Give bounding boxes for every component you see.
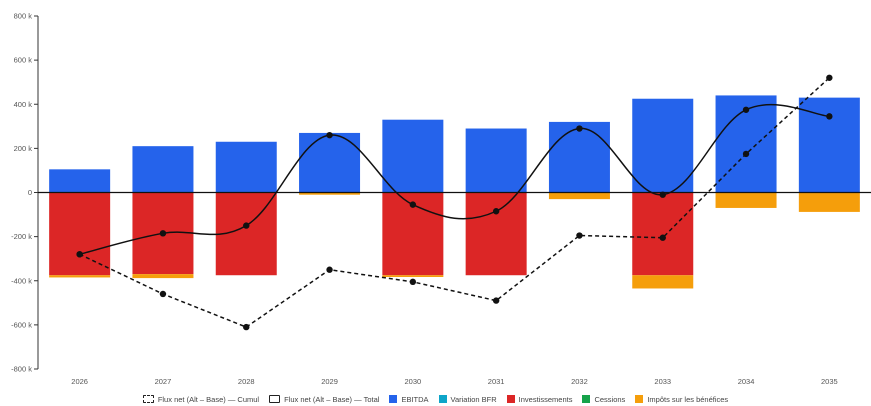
x-tick-label: 2027 (155, 377, 172, 386)
ebitda-swatch (389, 395, 398, 403)
legend-item-ebitda[interactable]: EBITDA (389, 394, 429, 404)
legend-label-total: Flux net (Alt – Base) — Total (284, 394, 380, 404)
bar-ebitda-2029 (299, 132, 361, 193)
line-cumul (79, 77, 830, 328)
legend-label-ebitda: EBITDA (401, 394, 429, 404)
bar-investissements-2033 (632, 192, 694, 276)
solid-line-swatch (269, 395, 281, 403)
point-total-2027 (159, 230, 167, 237)
x-tick-label: 2030 (405, 377, 422, 386)
y-tick-label: 400 k (14, 100, 33, 109)
legend-item-impots[interactable]: Impôts sur les bénéfices (635, 395, 728, 404)
legend-label-impots: Impôts sur les bénéfices (647, 394, 729, 404)
legend-item-cumul[interactable]: Flux net (Alt – Base) — Cumul (142, 394, 260, 404)
legend-item-total[interactable]: Flux net (Alt – Base) — Total (269, 395, 379, 404)
y-axis: -800 k -600 k -400 k -200 k 0 200 k 400 k 600 k… (11, 12, 39, 374)
dashed-line-swatch (142, 395, 154, 403)
x-tick-label: 2034 (738, 377, 755, 386)
point-total-2032 (576, 125, 583, 132)
x-tick-label: 2031 (488, 377, 505, 386)
line-total (79, 104, 830, 256)
x-tick-label: 2029 (321, 377, 338, 386)
impots-swatch (635, 395, 644, 403)
x-axis: 2026 2027 2028 2029 2030 2031 2032 2033 2034 2035 (71, 377, 837, 386)
invest-swatch (506, 395, 515, 403)
bar-ebitda-2031 (465, 128, 527, 193)
cessions-swatch (582, 395, 591, 403)
bar-ebitda-2028 (215, 141, 277, 193)
y-tick-label: -800 k (11, 365, 32, 374)
point-cumul-2027 (159, 290, 167, 298)
bar-ebitda-2026 (49, 169, 111, 193)
legend-label-cumul: Flux net (Alt – Base) — Cumul (157, 394, 260, 404)
legend: Flux net (Alt – Base) — Cumul Flux net (… (0, 392, 871, 406)
x-tick-label: 2032 (571, 377, 588, 386)
x-tick-label: 2028 (238, 377, 255, 386)
y-tick-label: -200 k (11, 232, 32, 241)
bar-imp-ts-sur-les-b-n-fices-2032 (548, 192, 610, 200)
y-tick-label: 200 k (14, 144, 33, 153)
legend-label-invest: Investissements (518, 394, 573, 404)
point-total-2034 (742, 106, 750, 113)
bar-ebitda-2030 (382, 119, 444, 193)
point-cumul-2028 (243, 323, 250, 331)
point-total-2029 (326, 131, 333, 139)
bar-imp-ts-sur-les-b-n-fices-2030 (382, 275, 444, 277)
legend-label-cessions: Cessions (594, 394, 626, 404)
x-tick-label: 2026 (71, 377, 88, 386)
point-total-2033 (659, 191, 666, 198)
lines-layer (76, 74, 833, 331)
bar-investissements-2026 (49, 192, 111, 276)
y-tick-label: -400 k (11, 276, 32, 285)
y-tick-label: 800 k (14, 12, 33, 21)
point-cumul-2032 (576, 232, 583, 239)
bar-imp-ts-sur-les-b-n-fices-2029 (299, 192, 361, 195)
bar-ebitda-2027 (132, 146, 194, 193)
bar-imp-ts-sur-les-b-n-fices-2034 (715, 192, 777, 208)
bar-imp-ts-sur-les-b-n-fices-2027 (132, 274, 194, 279)
point-cumul-2031 (492, 297, 500, 304)
bar-ebitda-2033 (632, 98, 694, 193)
point-total-2031 (492, 208, 500, 215)
cash-flow-chart: -800 k -600 k -400 k -200 k 0 200 k 400 k 600 k… (11, 12, 871, 386)
bar-ebitda-2032 (548, 121, 610, 193)
legend-label-bfr: Variation BFR (450, 394, 497, 404)
bar-investissements-2031 (465, 192, 527, 276)
point-cumul-2030 (409, 278, 417, 286)
y-tick-label: 600 k (14, 56, 33, 65)
legend-item-bfr[interactable]: Variation BFR (438, 394, 497, 404)
x-tick-label: 2033 (654, 377, 671, 386)
x-tick-label: 2035 (821, 377, 838, 386)
bars-layer (49, 95, 860, 289)
bar-imp-ts-sur-les-b-n-fices-2035 (798, 192, 860, 212)
point-total-2028 (243, 222, 250, 229)
point-total-2035 (826, 113, 833, 120)
bar-imp-ts-sur-les-b-n-fices-2033 (632, 275, 694, 289)
point-total-2030 (409, 201, 417, 208)
legend-item-cessions[interactable]: Cessions (582, 395, 625, 404)
y-tick-label: -600 k (11, 320, 32, 329)
point-cumul-2026 (76, 251, 83, 258)
point-cumul-2035 (826, 74, 833, 81)
bar-imp-ts-sur-les-b-n-fices-2026 (49, 275, 111, 278)
legend-item-invest[interactable]: Investissements (506, 394, 573, 404)
point-cumul-2029 (326, 266, 333, 273)
point-cumul-2034 (742, 150, 750, 158)
point-cumul-2033 (659, 234, 666, 241)
bfr-swatch (438, 395, 447, 403)
y-tick-label: 0 (28, 188, 32, 197)
